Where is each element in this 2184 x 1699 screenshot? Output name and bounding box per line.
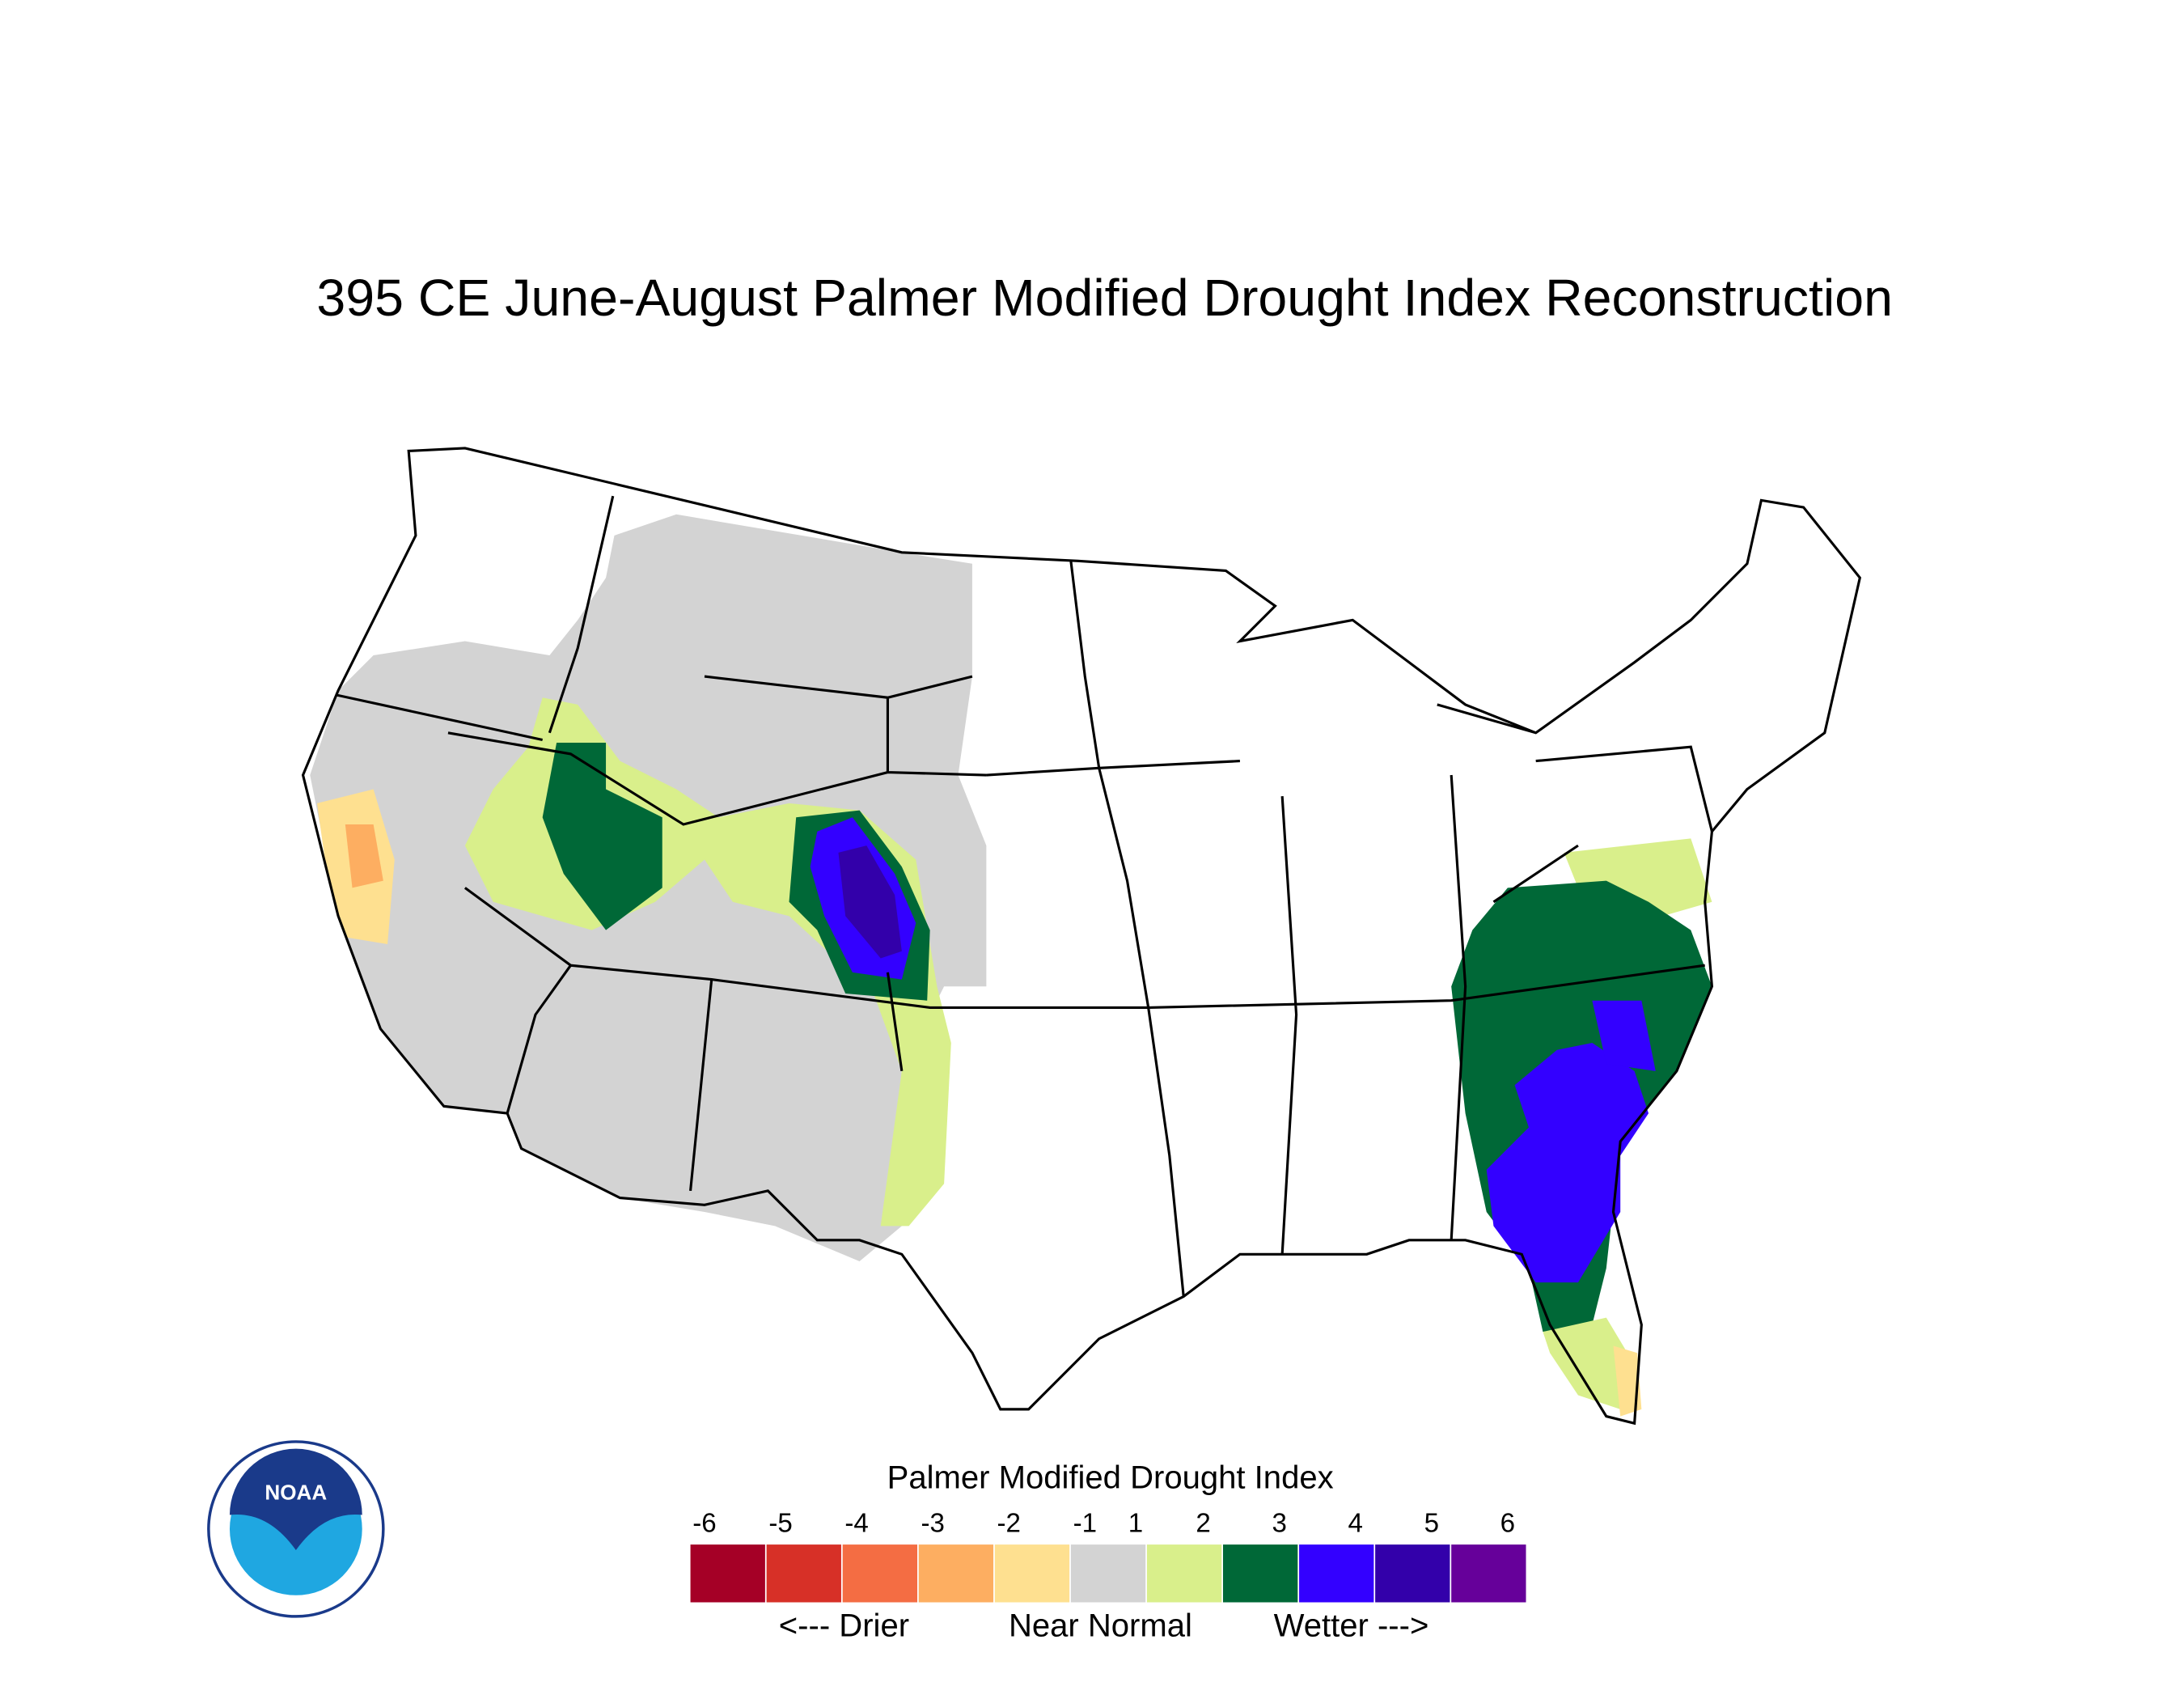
region-very-wet: [1486, 1042, 1649, 1283]
us-outline: [301, 447, 1862, 1426]
map-shading: [310, 514, 1712, 1417]
legend-title: Palmer Modified Drought Index: [887, 1460, 1334, 1496]
legend-tick-label: 1: [1128, 1508, 1143, 1538]
logo-text: NOAA: [265, 1480, 327, 1504]
region-wet: [1564, 838, 1712, 917]
legend-swatch: [690, 1544, 765, 1603]
legend-tick-label: 2: [1196, 1508, 1210, 1538]
noaa-logo: NOAA: [207, 1440, 385, 1618]
legend-swatch: [1299, 1544, 1374, 1603]
legend-swatch: [1070, 1544, 1146, 1603]
legend-swatch: [1375, 1544, 1450, 1603]
region-wet: [1543, 1317, 1627, 1409]
state-lines: [335, 495, 1713, 1297]
legend-tick-label: -4: [844, 1508, 868, 1538]
logo-top: [229, 1448, 362, 1551]
region-extreme-wet: [838, 845, 902, 959]
legend-swatch: [918, 1544, 994, 1603]
legend: -6 -5 -4 -3 -2 -1 1 2 3 4 5 6 <--- Drier Near Normal W…: [690, 1508, 1526, 1643]
legend-tick-label: -6: [692, 1508, 716, 1538]
legend-tick-label: 6: [1500, 1508, 1515, 1538]
legend-caption: Wetter --->: [1274, 1608, 1429, 1643]
legend-tick-label: 3: [1272, 1508, 1286, 1538]
legend-tick-label: -2: [997, 1508, 1021, 1538]
legend-tick-label: -3: [921, 1508, 944, 1538]
legend-swatch: [994, 1544, 1070, 1603]
legend-tick-label: -5: [768, 1508, 792, 1538]
legend-caption: <--- Drier: [779, 1608, 909, 1643]
legend-swatch: [1146, 1544, 1222, 1603]
legend-tick-label: 5: [1424, 1508, 1439, 1538]
legend-swatch: [1451, 1544, 1526, 1603]
legend-caption: Near Normal: [1009, 1608, 1192, 1643]
legend-tick-label: 4: [1348, 1508, 1363, 1538]
legend-swatch: [842, 1544, 918, 1603]
region-very-wet: [1592, 1000, 1656, 1071]
legend-swatch: [1222, 1544, 1298, 1603]
region-dry: [1613, 1345, 1642, 1417]
legend-tick-label: -1: [1073, 1508, 1097, 1538]
boundaries: [301, 447, 1862, 1426]
region-wetter: [542, 742, 662, 930]
title: 395 CE June-August Palmer Modified Droug…: [316, 269, 1892, 327]
region-drier: [345, 824, 383, 888]
legend-swatch: [766, 1544, 841, 1603]
